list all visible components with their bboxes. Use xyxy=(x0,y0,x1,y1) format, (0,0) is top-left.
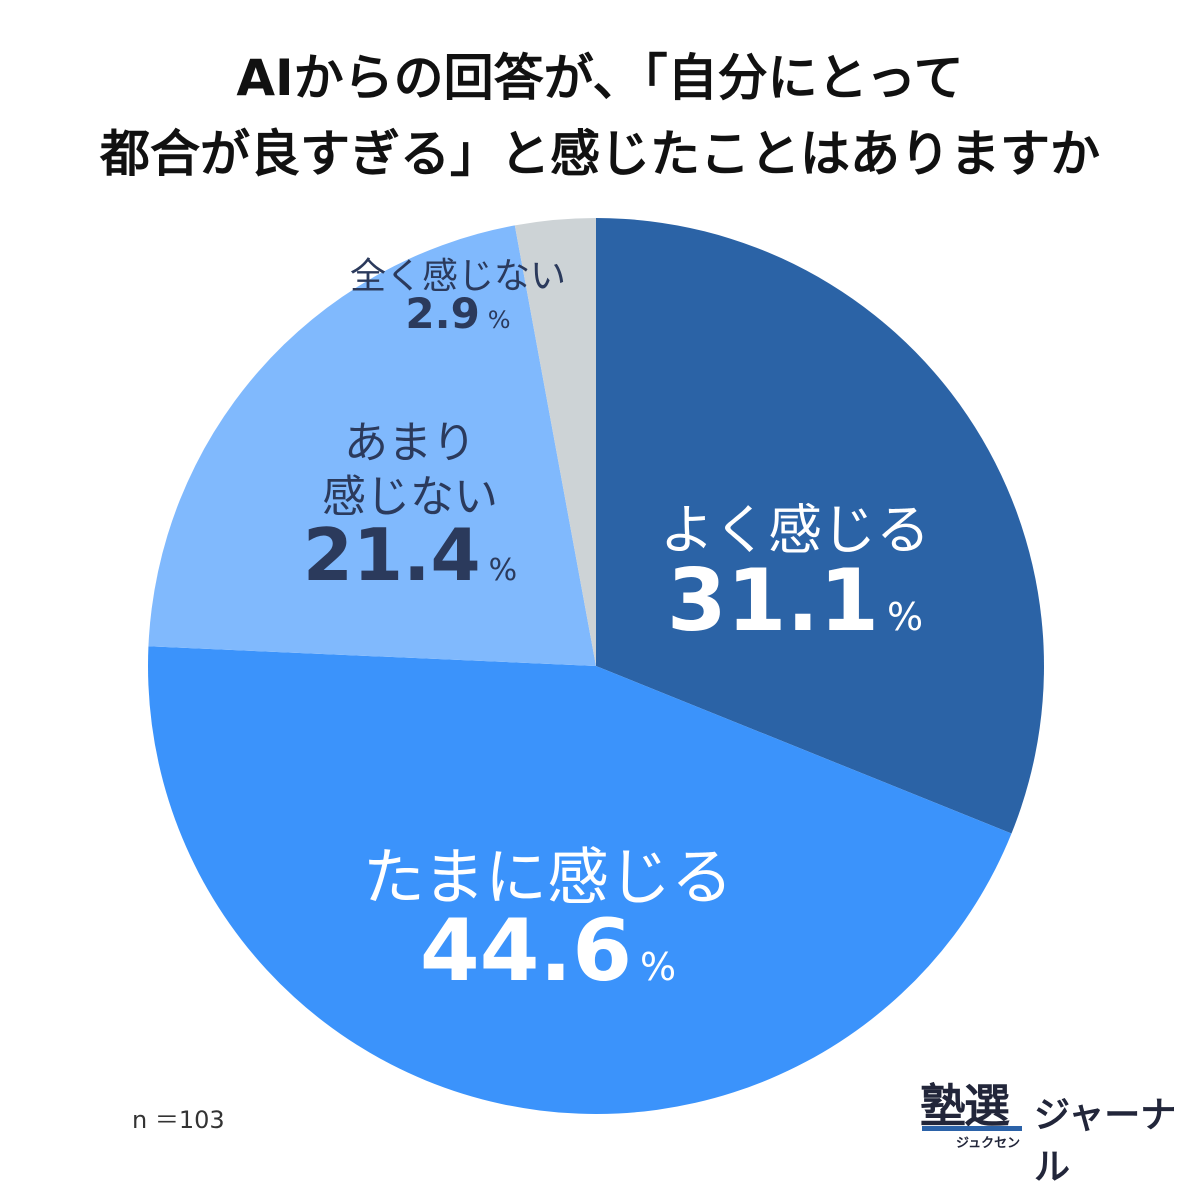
pie-slice-value-1: 44.6% xyxy=(420,901,676,1001)
pie-slice-label-3: 全く感じない xyxy=(350,256,566,297)
pie-slice-2 xyxy=(148,225,597,666)
pie-slice-label-2: あまり xyxy=(344,418,476,469)
sample-size-label: n ＝103 xyxy=(132,1106,225,1134)
logo-kana: ジュクセン xyxy=(956,1136,1021,1151)
chart-title-line-2: 都合が良すぎる」と感じたことはありますか xyxy=(100,125,1100,183)
pie-slice-value-3: 2.9% xyxy=(405,289,510,338)
pie-slice-0 xyxy=(596,218,1045,834)
pie-slice-3 xyxy=(514,218,596,666)
logo-kanji: 塾選 xyxy=(920,1079,1010,1133)
pie-slice-value-2: 21.4% xyxy=(303,513,517,597)
chart-title-line-1: AIからの回答が、「自分にとって xyxy=(236,49,964,107)
pie-slice-value-0: 31.1% xyxy=(667,551,923,651)
logo-pencil-rule xyxy=(922,1126,1022,1131)
logo-wordmark: ジャーナル xyxy=(1034,1095,1177,1188)
pie-slice-label-1: たまに感じる xyxy=(363,840,733,913)
brand-logo: 塾選 ジュクセン ジャーナル xyxy=(920,1070,1190,1188)
chart-title: AIからの回答が、「自分にとって 都合が良すぎる」と感じたことはありますか xyxy=(0,40,1200,192)
pie-slice-label-2: 感じない xyxy=(322,472,498,523)
pie-slice-1 xyxy=(147,646,1012,1115)
pie-slice-label-0: よく感じる xyxy=(660,498,930,561)
